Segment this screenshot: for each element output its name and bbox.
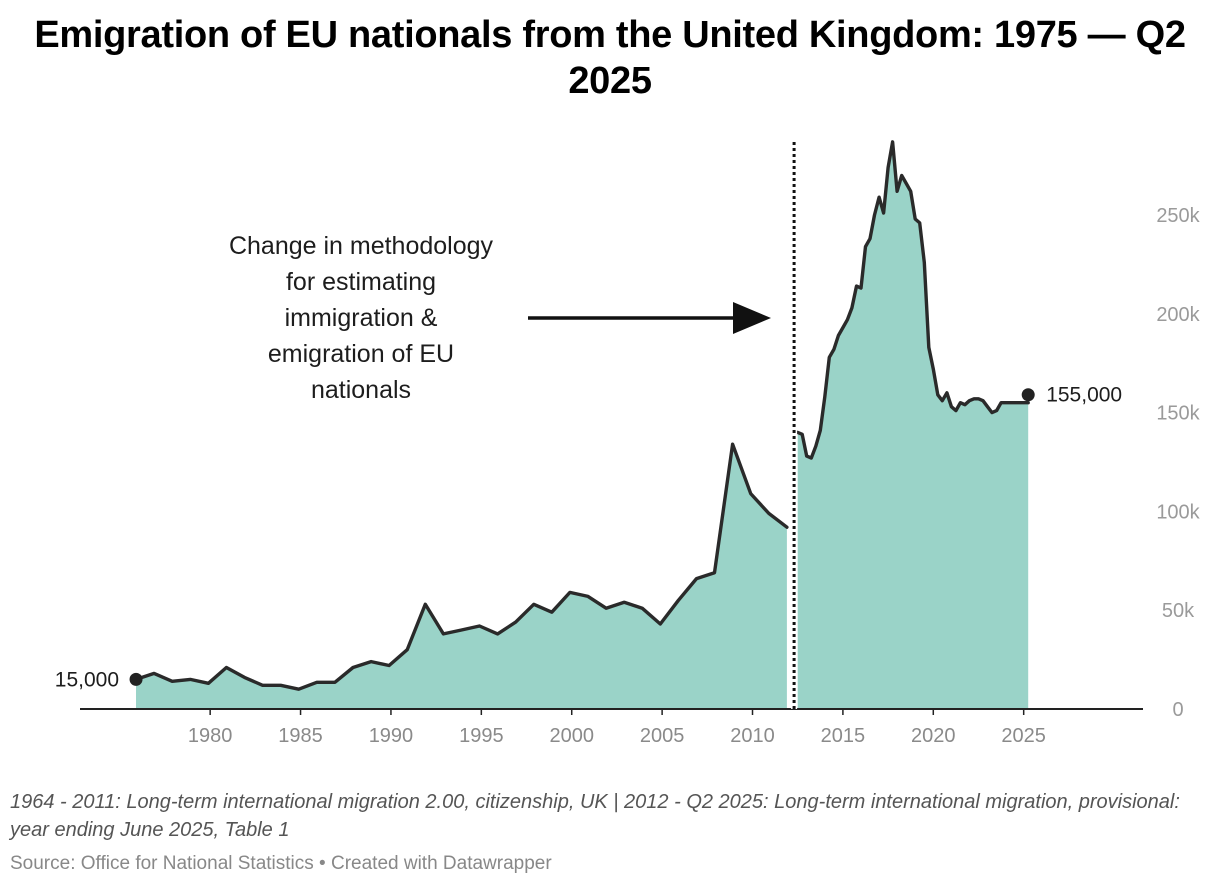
chart-description: 1964 - 2011: Long-term international mig… bbox=[10, 791, 1180, 841]
area-layer bbox=[136, 141, 1029, 709]
chart-title: Emigration of EU nationals from the Unit… bbox=[34, 14, 1186, 102]
y-tick-label: 150k bbox=[1156, 403, 1200, 425]
area-series-1 bbox=[136, 444, 787, 709]
end-value-marker bbox=[1021, 388, 1035, 402]
y-axis: 0 50k 100k 150k 200k 250k bbox=[1156, 205, 1200, 721]
x-tick-label: 1990 bbox=[369, 725, 414, 747]
y-tick-label: 200k bbox=[1156, 304, 1200, 326]
end-value-label: 155,000 bbox=[1046, 384, 1122, 407]
x-tick-label: 2020 bbox=[911, 725, 956, 747]
x-tick-label: 1995 bbox=[459, 725, 504, 747]
start-value-label: 15,000 bbox=[55, 668, 119, 691]
area-series-2 bbox=[797, 141, 1029, 709]
chart-source: Source: Office for National Statistics •… bbox=[10, 853, 552, 874]
annotation-layer: Change in methodology for estimating immig… bbox=[55, 142, 1122, 709]
y-tick-label: 100k bbox=[1156, 501, 1200, 523]
methodology-annotation-line: emigration of EU bbox=[268, 340, 454, 368]
methodology-annotation-line: Change in methodology bbox=[229, 232, 494, 260]
y-tick-label: 0 bbox=[1172, 699, 1183, 721]
x-tick-label: 1985 bbox=[278, 725, 323, 747]
line-layer bbox=[134, 140, 1030, 691]
y-tick-label: 250k bbox=[1156, 205, 1200, 227]
annotation-arrow-head bbox=[733, 302, 771, 334]
start-value-marker bbox=[129, 672, 143, 686]
x-tick-label: 2025 bbox=[1001, 725, 1046, 747]
methodology-annotation-line: immigration & bbox=[285, 304, 438, 332]
x-tick-label: 2000 bbox=[549, 725, 594, 747]
line-series-2 bbox=[796, 140, 1030, 460]
x-tick-label: 2015 bbox=[821, 725, 866, 747]
x-tick-label: 2005 bbox=[640, 725, 685, 747]
line-series-1 bbox=[134, 442, 789, 691]
x-axis: 1980 1985 1990 1995 2000 2005 2010 2015 2020 2025 bbox=[80, 708, 1143, 747]
methodology-annotation-line: nationals bbox=[311, 376, 411, 404]
x-tick-label: 2010 bbox=[730, 725, 775, 747]
y-tick-label: 50k bbox=[1162, 600, 1195, 622]
x-tick-label: 1980 bbox=[188, 725, 233, 747]
methodology-annotation-line: for estimating bbox=[286, 268, 436, 296]
